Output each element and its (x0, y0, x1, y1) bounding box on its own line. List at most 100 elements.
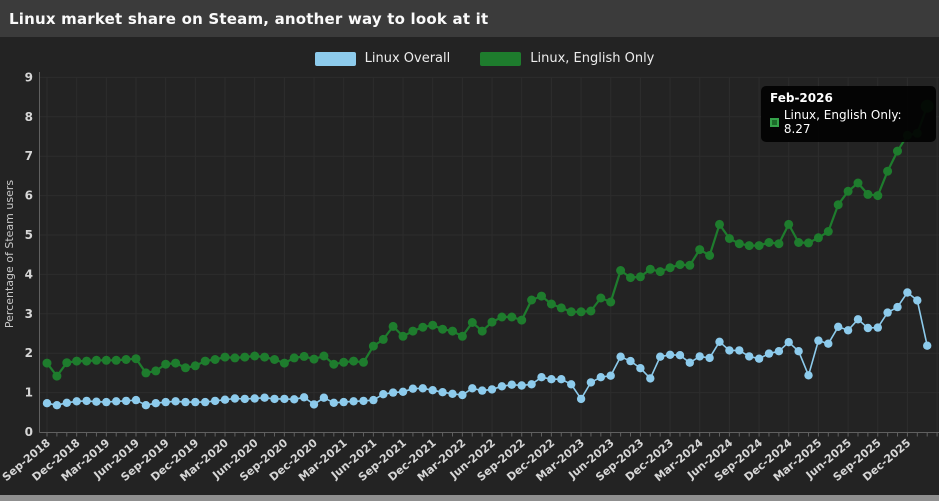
data-point[interactable] (843, 186, 853, 196)
data-point[interactable] (814, 336, 823, 345)
data-point[interactable] (368, 341, 378, 351)
data-point[interactable] (774, 239, 784, 249)
data-point[interactable] (181, 363, 190, 373)
data-point[interactable] (764, 238, 774, 247)
data-point[interactable] (141, 368, 151, 378)
data-point[interactable] (359, 357, 368, 367)
data-point[interactable] (220, 352, 230, 362)
data-point[interactable] (62, 358, 72, 368)
data-point[interactable] (161, 359, 171, 369)
data-point[interactable] (487, 317, 497, 327)
data-point[interactable] (527, 295, 537, 305)
data-point[interactable] (458, 390, 467, 400)
data-point[interactable] (517, 381, 526, 390)
data-point[interactable] (171, 397, 180, 406)
data-point[interactable] (853, 178, 863, 188)
data-point[interactable] (497, 312, 507, 322)
data-point[interactable] (102, 397, 111, 407)
data-point[interactable] (596, 373, 605, 382)
data-point[interactable] (82, 356, 92, 366)
data-point[interactable] (754, 241, 764, 251)
data-point[interactable] (606, 371, 615, 380)
data-point[interactable] (843, 326, 853, 335)
legend-item-linux-english-only[interactable]: Linux, English Only (480, 51, 654, 66)
data-point[interactable] (52, 401, 62, 410)
data-point[interactable] (240, 352, 250, 362)
data-point[interactable] (418, 384, 427, 393)
data-point[interactable] (576, 394, 586, 404)
data-point[interactable] (448, 389, 457, 398)
data-point[interactable] (517, 315, 527, 325)
data-point[interactable] (428, 386, 437, 395)
data-point[interactable] (745, 352, 754, 361)
data-point[interactable] (250, 394, 259, 403)
data-point[interactable] (190, 361, 200, 371)
data-point[interactable] (537, 373, 546, 382)
data-point[interactable] (685, 260, 695, 270)
data-point[interactable] (695, 245, 705, 255)
data-point[interactable] (438, 388, 447, 397)
data-point[interactable] (893, 302, 902, 312)
data-point[interactable] (121, 396, 131, 406)
data-point[interactable] (823, 227, 833, 236)
data-point[interactable] (725, 346, 734, 355)
data-point[interactable] (468, 384, 477, 393)
data-point[interactable] (121, 355, 131, 364)
data-point[interactable] (457, 331, 467, 341)
data-point[interactable] (62, 398, 71, 407)
data-point[interactable] (487, 385, 497, 394)
data-point[interactable] (873, 191, 883, 201)
data-point[interactable] (319, 393, 329, 402)
data-point[interactable] (685, 358, 694, 367)
data-point[interactable] (665, 350, 675, 359)
data-point[interactable] (833, 200, 843, 210)
data-point[interactable] (507, 312, 517, 322)
data-point[interactable] (220, 395, 230, 404)
data-point[interactable] (665, 263, 675, 273)
data-point[interactable] (240, 394, 249, 404)
data-point[interactable] (863, 189, 873, 199)
data-point[interactable] (547, 375, 556, 384)
data-point[interactable] (250, 351, 260, 361)
data-point[interactable] (656, 352, 665, 361)
data-point[interactable] (359, 396, 368, 406)
data-point[interactable] (448, 326, 457, 336)
data-point[interactable] (309, 354, 319, 364)
data-point[interactable] (893, 146, 902, 156)
data-point[interactable] (557, 375, 566, 384)
data-point[interactable] (863, 323, 873, 333)
data-point[interactable] (923, 341, 932, 350)
data-point[interactable] (635, 272, 645, 282)
data-point[interactable] (52, 371, 62, 381)
data-point[interactable] (131, 354, 141, 364)
legend-item-linux-overall[interactable]: Linux Overall (314, 51, 450, 66)
data-point[interactable] (834, 322, 843, 331)
data-point[interactable] (42, 399, 52, 408)
data-point[interactable] (626, 273, 635, 283)
data-point[interactable] (695, 352, 704, 361)
data-point[interactable] (804, 371, 813, 380)
data-point[interactable] (813, 233, 823, 243)
data-point[interactable] (112, 397, 121, 406)
data-point[interactable] (537, 291, 546, 301)
data-point[interactable] (883, 166, 893, 176)
data-point[interactable] (260, 393, 269, 402)
data-point[interactable] (349, 397, 358, 406)
data-point[interactable] (794, 347, 803, 356)
data-point[interactable] (853, 315, 863, 324)
data-point[interactable] (141, 401, 151, 410)
data-point[interactable] (72, 356, 82, 366)
data-point[interactable] (42, 358, 52, 368)
data-point[interactable] (131, 395, 141, 405)
data-point[interactable] (478, 386, 487, 395)
data-point[interactable] (408, 384, 418, 393)
data-point[interactable] (586, 306, 596, 316)
data-point[interactable] (210, 396, 220, 406)
data-point[interactable] (299, 393, 309, 402)
data-point[interactable] (230, 353, 240, 363)
data-point[interactable] (299, 351, 309, 361)
data-point[interactable] (339, 357, 349, 367)
data-point[interactable] (92, 397, 101, 406)
data-point[interactable] (280, 394, 289, 404)
data-point[interactable] (646, 374, 655, 383)
